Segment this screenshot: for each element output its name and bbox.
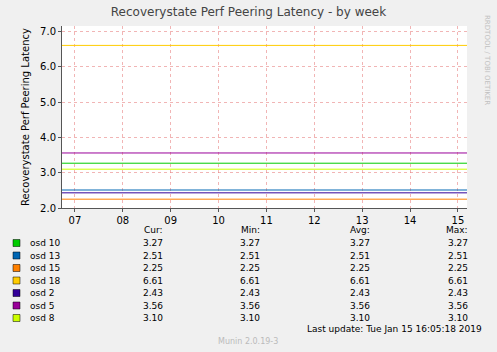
svg-text:RRDTOOL / TOBI OETIKER: RRDTOOL / TOBI OETIKER <box>483 15 491 105</box>
svg-text:10: 10 <box>212 215 225 226</box>
svg-text:osd 2: osd 2 <box>30 288 55 298</box>
svg-text:4.0: 4.0 <box>40 132 56 143</box>
svg-text:3.27: 3.27 <box>350 238 370 248</box>
svg-text:3.56: 3.56 <box>240 301 260 311</box>
svg-text:6.0: 6.0 <box>40 61 56 72</box>
svg-text:3.10: 3.10 <box>350 313 370 323</box>
svg-text:6.61: 6.61 <box>240 276 260 286</box>
svg-text:14: 14 <box>404 215 417 226</box>
svg-text:2.25: 2.25 <box>240 263 260 273</box>
svg-text:12: 12 <box>308 215 321 226</box>
svg-text:6.61: 6.61 <box>448 276 468 286</box>
svg-text:2.0: 2.0 <box>40 203 56 214</box>
svg-text:2.51: 2.51 <box>240 251 260 261</box>
svg-text:3.27: 3.27 <box>143 238 163 248</box>
svg-text:3.10: 3.10 <box>448 313 468 323</box>
svg-text:2.25: 2.25 <box>448 263 468 273</box>
svg-text:3.10: 3.10 <box>240 313 260 323</box>
svg-text:5.0: 5.0 <box>40 97 56 108</box>
svg-text:osd 13: osd 13 <box>30 251 60 261</box>
svg-text:osd 8: osd 8 <box>30 313 55 323</box>
svg-text:3.0: 3.0 <box>40 167 56 178</box>
svg-text:6.61: 6.61 <box>350 276 370 286</box>
svg-text:07: 07 <box>69 215 82 226</box>
svg-text:7.0: 7.0 <box>40 26 56 37</box>
svg-text:2.25: 2.25 <box>143 263 163 273</box>
svg-text:3.56: 3.56 <box>448 301 468 311</box>
svg-text:2.51: 2.51 <box>143 251 163 261</box>
svg-text:3.56: 3.56 <box>350 301 370 311</box>
svg-text:2.43: 2.43 <box>350 288 370 298</box>
svg-text:3.56: 3.56 <box>143 301 163 311</box>
svg-text:09: 09 <box>164 215 177 226</box>
svg-text:2.43: 2.43 <box>240 288 260 298</box>
svg-text:osd 18: osd 18 <box>30 276 60 286</box>
svg-text:2.51: 2.51 <box>350 251 370 261</box>
svg-text:15: 15 <box>452 215 465 226</box>
svg-text:3.27: 3.27 <box>448 238 468 248</box>
svg-text:Recoverystate Perf Peering Lat: Recoverystate Perf Peering Latency - by … <box>111 5 386 19</box>
svg-text:2.25: 2.25 <box>350 263 370 273</box>
svg-text:2.43: 2.43 <box>448 288 468 298</box>
svg-text:Max:: Max: <box>446 225 468 235</box>
svg-text:6.61: 6.61 <box>143 276 163 286</box>
svg-text:3.27: 3.27 <box>240 238 260 248</box>
svg-text:2.51: 2.51 <box>448 251 468 261</box>
svg-text:Min:: Min: <box>241 225 260 235</box>
svg-text:13: 13 <box>356 215 369 226</box>
svg-text:Avg:: Avg: <box>350 225 370 235</box>
svg-text:Cur:: Cur: <box>144 225 163 235</box>
svg-text:Munin 2.0.19-3: Munin 2.0.19-3 <box>218 337 278 346</box>
svg-text:osd 10: osd 10 <box>30 238 60 248</box>
svg-text:2.43: 2.43 <box>143 288 163 298</box>
svg-text:osd 5: osd 5 <box>30 301 55 311</box>
svg-text:Last update: Tue Jan 15 16:05:: Last update: Tue Jan 15 16:05:18 2019 <box>307 324 482 334</box>
svg-text:08: 08 <box>116 215 129 226</box>
svg-text:Recoverystate Perf Peering Lat: Recoverystate Perf Peering Latency <box>20 28 31 206</box>
svg-text:11: 11 <box>260 215 273 226</box>
svg-text:osd 15: osd 15 <box>30 263 60 273</box>
svg-text:3.10: 3.10 <box>143 313 163 323</box>
